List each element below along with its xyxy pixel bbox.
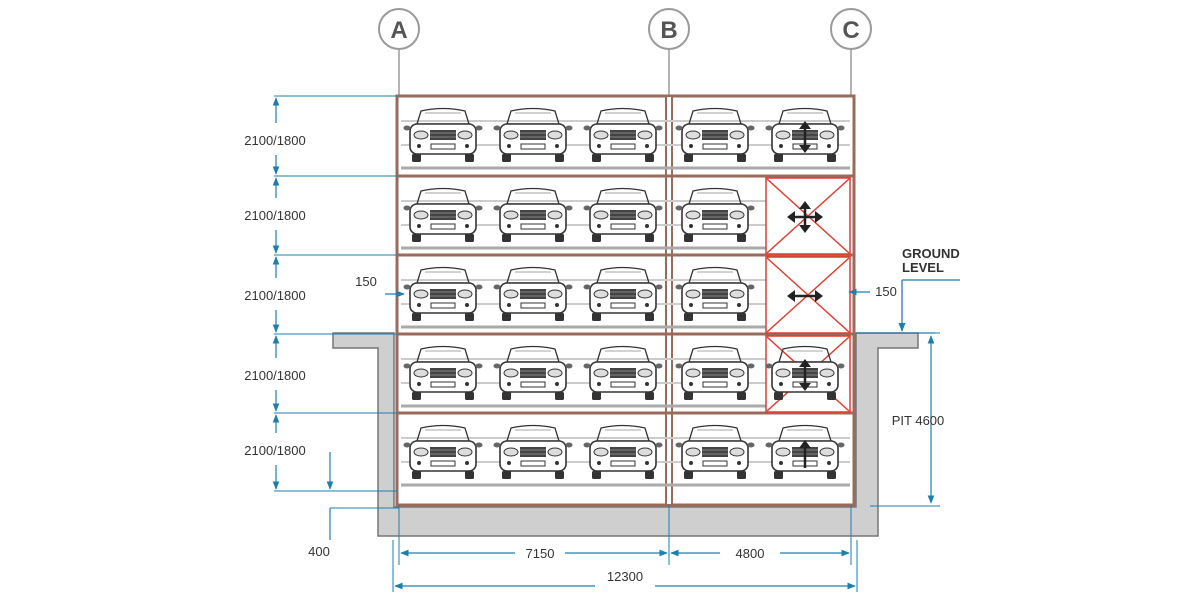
move-vertical-arrow-icon	[799, 359, 811, 391]
parking-space-3-2	[492, 266, 574, 322]
car-icon	[674, 107, 756, 163]
side-gap-right-label: 150	[875, 284, 897, 299]
grid-axis-a: A	[378, 8, 420, 50]
parking-space-1-4	[674, 107, 756, 163]
car-icon	[582, 424, 664, 480]
move-4way-arrow-icon	[787, 201, 823, 233]
level-height-1: 2100/1800	[244, 133, 305, 148]
side-gap-left-label: 150	[355, 274, 377, 289]
car-icon	[674, 266, 756, 322]
slab-dimension: 400	[308, 452, 399, 559]
parking-space-2-5	[765, 177, 851, 255]
car-icon	[674, 345, 756, 401]
side-gap-left: 150	[355, 274, 405, 298]
car-icon	[492, 424, 574, 480]
slab-dimension-label: 400	[308, 544, 330, 559]
pit-dimension-label: PIT 4600	[892, 413, 945, 428]
parking-space-2-1	[402, 187, 484, 243]
car-icon	[674, 424, 756, 480]
car-icon	[402, 187, 484, 243]
parking-space-5-4	[674, 424, 756, 480]
level-height-4: 2100/1800	[244, 368, 305, 383]
grid-axis-c-label: C	[842, 17, 859, 44]
ground-level-label-2: LEVEL	[902, 260, 944, 275]
car-icon	[492, 266, 574, 322]
parking-space-3-3	[582, 266, 664, 322]
parking-space-2-3	[582, 187, 664, 243]
width-dimensions: 7150 4800 12300	[392, 505, 858, 592]
ground-level-label: GROUND	[902, 246, 960, 261]
move-horizontal-arrow-icon	[787, 290, 823, 302]
grid-axis-a-label: A	[390, 17, 407, 44]
car-icon	[402, 107, 484, 163]
parking-space-1-1	[402, 107, 484, 163]
car-icon	[582, 187, 664, 243]
parking-space-3-1	[402, 266, 484, 322]
concrete-pit	[332, 332, 919, 537]
car-icon	[402, 266, 484, 322]
grid-axis-b: B	[648, 8, 690, 50]
parking-space-2-2	[492, 187, 574, 243]
move-vertical-arrow-icon	[799, 121, 811, 153]
level-height-5: 2100/1800	[244, 443, 305, 458]
move-up-arrow-icon	[799, 440, 811, 468]
parking-space-5-3	[582, 424, 664, 480]
pit-dimension: PIT 4600	[870, 332, 945, 507]
parking-space-4-5	[764, 335, 851, 413]
parking-space-5-1	[402, 424, 484, 480]
car-icon	[674, 187, 756, 243]
car-icon	[492, 107, 574, 163]
level-height-2: 2100/1800	[244, 208, 305, 223]
parking-space-1-3	[582, 107, 664, 163]
parking-space-3-5	[765, 256, 851, 334]
level-height-dimensions: 2100/1800 2100/1800 2100/1800 2100/1800 …	[244, 95, 397, 492]
overall-width-dimension: 12300	[607, 569, 643, 584]
car-icon	[492, 345, 574, 401]
car-icon	[582, 345, 664, 401]
level-height-3: 2100/1800	[244, 288, 305, 303]
parking-space-5-5	[764, 424, 846, 480]
car-icon	[402, 424, 484, 480]
parking-space-2-4	[674, 187, 756, 243]
parking-space-1-2	[492, 107, 574, 163]
parking-space-3-4	[674, 266, 756, 322]
grid-axis-b-label: B	[660, 17, 677, 44]
parking-space-4-2	[492, 345, 574, 401]
bay-left-dimension: 7150	[526, 546, 555, 561]
side-gap-right: 150	[848, 284, 897, 299]
parking-space-4-1	[402, 345, 484, 401]
parking-space-1-5	[764, 107, 846, 163]
parking-space-5-2	[492, 424, 574, 480]
car-icon	[582, 266, 664, 322]
parking-space-4-4	[674, 345, 756, 401]
grid-axis-c: C	[830, 8, 872, 50]
car-icon	[582, 107, 664, 163]
bay-right-dimension: 4800	[736, 546, 765, 561]
parking-space-4-3	[582, 345, 664, 401]
parking-spaces	[402, 107, 851, 480]
car-icon	[402, 345, 484, 401]
car-icon	[492, 187, 574, 243]
